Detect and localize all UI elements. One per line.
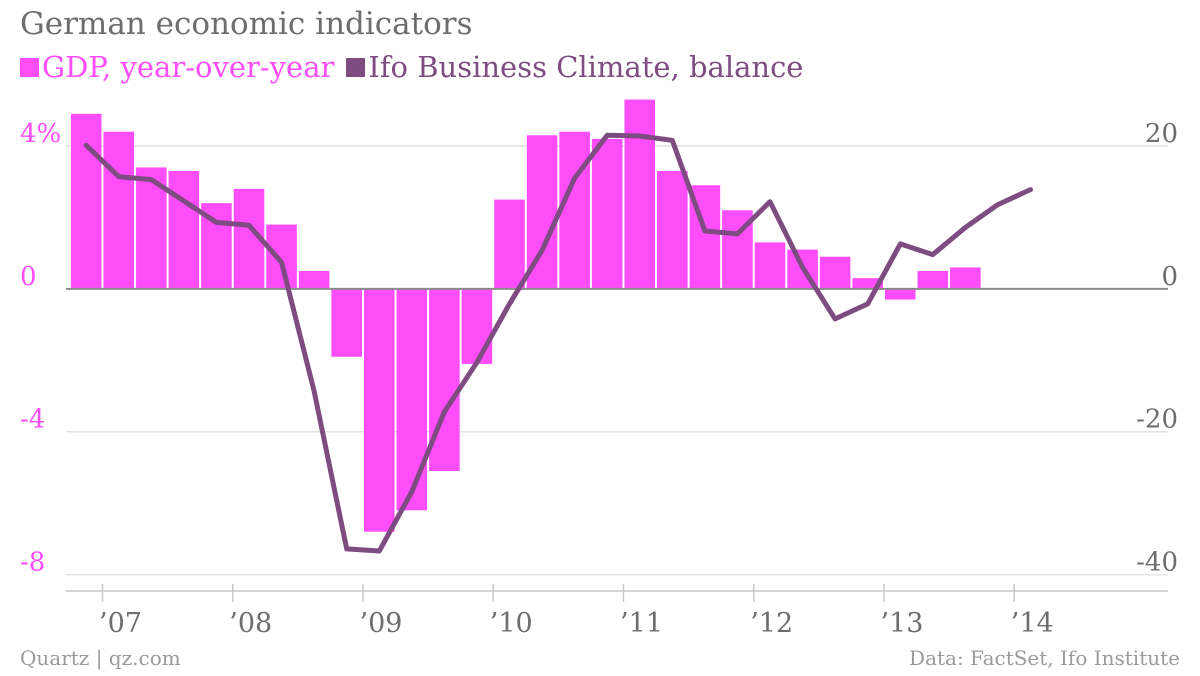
x-tick-label: ’09: [359, 608, 402, 639]
ifo-line-series: [83, 132, 1033, 554]
gdp-bar: [70, 113, 102, 289]
legend-label-ifo: Ifo Business Climate, balance: [368, 50, 804, 84]
legend-item-gdp: GDP, year-over-year: [20, 50, 334, 84]
x-tick-label: ’10: [490, 608, 533, 639]
gdp-bar: [591, 138, 623, 289]
x-tick-label: ’07: [99, 608, 142, 639]
gdp-bar: [396, 288, 428, 511]
y-right-tick-label: -40: [1136, 548, 1178, 578]
gdp-bar: [917, 271, 949, 289]
chart-title: German economic indicators: [20, 6, 473, 42]
gdp-bar: [461, 288, 493, 364]
gdp-bar: [363, 288, 395, 532]
gdp-bar: [494, 199, 525, 289]
footer-source-right: Data: FactSet, Ifo Institute: [909, 646, 1180, 670]
y-right-tick-label: 0: [1161, 262, 1178, 292]
y-left-tick-label: -4: [20, 405, 45, 435]
y-right-tick-label: -20: [1136, 405, 1178, 435]
gdp-bar: [624, 99, 656, 289]
gdp-bar: [559, 131, 590, 289]
axes: 4% 0 -4 -8 20 0 -20 -40 ’07 ’08 ’09 ’10 ’11 ’12 ’13 ’14: [20, 119, 1178, 639]
legend: GDP, year-over-year Ifo Business Climate…: [20, 50, 815, 84]
gdp-bar: [819, 256, 851, 289]
gdp-bar: [168, 171, 200, 289]
gdp-bar: [852, 278, 883, 289]
x-tick-label: ’12: [750, 608, 793, 639]
gdp-bar: [754, 242, 786, 289]
y-left-tick-label: 4%: [20, 119, 61, 149]
legend-swatch-gdp: [20, 57, 39, 77]
gdp-bar: [950, 267, 981, 289]
gdp-bar: [266, 224, 297, 289]
legend-label-gdp: GDP, year-over-year: [42, 50, 335, 84]
x-tick-label: ’08: [229, 608, 272, 639]
x-tick-label: ’11: [620, 608, 663, 639]
gdp-bar: [298, 271, 330, 289]
x-tick-label: ’14: [1011, 608, 1054, 639]
gdp-bar: [331, 288, 362, 357]
y-left-tick-label: -8: [20, 548, 45, 578]
legend-swatch-ifo: [346, 57, 366, 77]
y-right-tick-label: 20: [1145, 119, 1178, 149]
legend-item-ifo: Ifo Business Climate, balance: [346, 50, 803, 84]
gdp-bars: [70, 99, 981, 532]
y-left-tick-label: 0: [20, 262, 37, 292]
gdp-bar: [657, 171, 688, 289]
x-tick-label: ’13: [880, 608, 923, 639]
ifo-line: [83, 132, 1033, 554]
gdp-bar: [884, 288, 916, 300]
gdp-bar: [103, 131, 135, 289]
footer-source-left: Quartz | qz.com: [20, 646, 181, 670]
